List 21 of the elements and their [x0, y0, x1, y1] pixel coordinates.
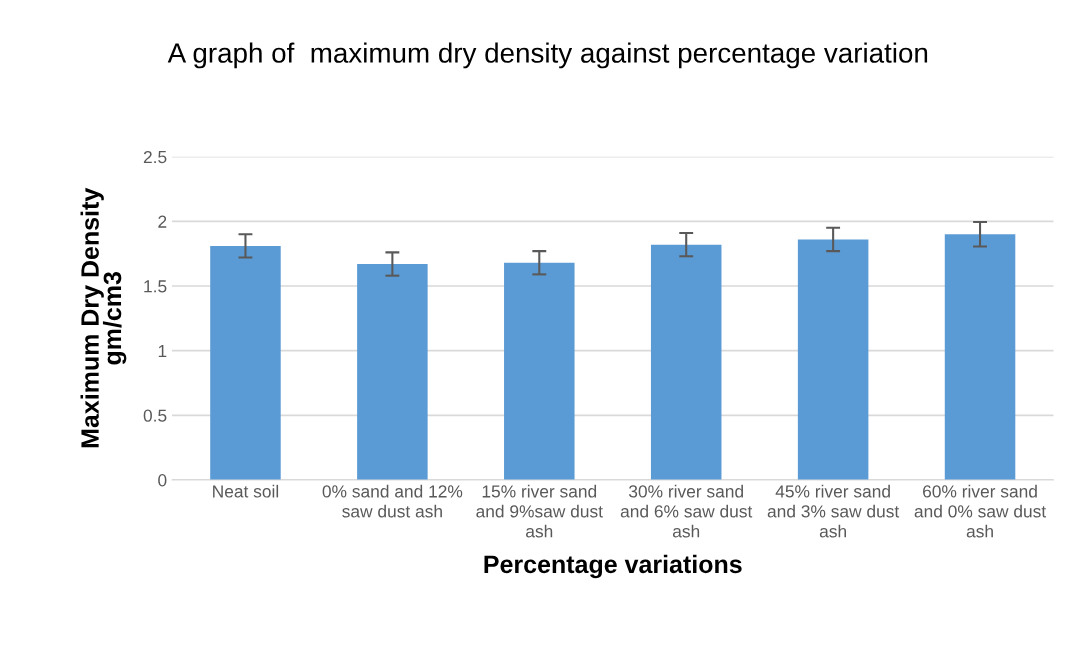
bar: [797, 239, 869, 480]
bar: [357, 264, 428, 480]
y-tick-label: 0.5: [143, 409, 167, 422]
bar: [210, 245, 281, 480]
bar: [650, 244, 722, 480]
y-axis-title: Maximum Dry Density gm/cm3: [80, 187, 127, 448]
y-tick-label: 1: [158, 345, 167, 357]
x-tick-label: Neat soil: [213, 484, 279, 498]
x-tick-label: 30% river sand and 6% saw dust ash: [620, 484, 753, 538]
bar: [944, 234, 1016, 480]
x-tick-label: 0% sand and 12% saw dust ash: [322, 484, 463, 518]
y-tick-label: 1.5: [144, 280, 167, 293]
x-tick-label: 45% river sand and 3% saw dust ash: [767, 484, 900, 538]
x-tick-label: 60% river sand and 0% saw dust ash: [914, 484, 1047, 538]
y-tick-label: 0: [158, 474, 167, 487]
x-tick-label: 15% river sand and 9%saw dust ash: [476, 484, 603, 538]
chart-title: A graph of maximum dry density against percentage variation: [167, 42, 928, 69]
y-tick-label: 2.5: [143, 150, 167, 164]
y-tick-label: 2: [158, 215, 167, 228]
bar: [504, 262, 575, 480]
x-axis-title: Percentage variations: [484, 554, 742, 579]
